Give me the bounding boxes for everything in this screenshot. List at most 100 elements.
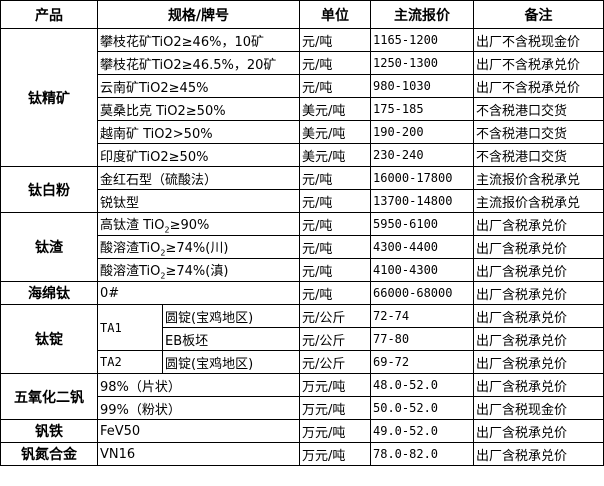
table-row: 攀枝花矿TiO2≥46.5%，20矿 元/吨 1250-1300 出厂不含税承兑价 <box>1 51 604 75</box>
header-price: 主流报价 <box>370 0 474 29</box>
spec-cell: VN16 <box>97 442 300 466</box>
unit-cell: 元/吨 <box>299 235 371 259</box>
table-row: 钛渣 高钛渣 TiO2≥90% 元/吨 5950-6100 出厂含税承兑价 <box>0 212 604 282</box>
unit-cell: 元/吨 <box>299 166 371 190</box>
header-product: 产品 <box>0 0 98 29</box>
table-row: 云南矿TiO2≥45% 元/吨 980-1030 出厂不含税承兑价 <box>1 74 604 98</box>
spec-cell: 酸溶渣TiO2≥74%(川) <box>97 235 300 259</box>
spec-cell: 0# <box>97 281 300 305</box>
spec-subscript: 2 <box>160 271 166 281</box>
note-cell: 出厂含税承兑价 <box>473 442 604 466</box>
spec-cell: 莫桑比克 TiO2≥50% <box>97 97 300 121</box>
header-unit: 单位 <box>299 0 371 29</box>
unit-cell: 万元/吨 <box>299 442 371 466</box>
spec-cell: 印度矿TiO2≥50% <box>97 143 300 167</box>
price-cell: 175-185 <box>370 97 474 121</box>
note-cell: 出厂含税承兑价 <box>473 327 604 351</box>
product-cell: 钛渣 <box>0 212 98 282</box>
table-row: 锐钛型 元/吨 13700-14800 主流报价含税承兑 <box>1 189 604 213</box>
table-row: 酸溶渣TiO2≥74%(川) 元/吨 4300-4400 出厂含税承兑价 <box>1 235 604 259</box>
spec-cell: 云南矿TiO2≥45% <box>97 74 300 98</box>
unit-cell: 万元/吨 <box>299 419 371 443</box>
unit-cell: 元/吨 <box>299 51 371 75</box>
note-cell: 主流报价含税承兑 <box>473 189 604 213</box>
table-row: EB板坯 元/公斤 77-80 出厂含税承兑价 <box>1 327 604 351</box>
unit-cell: 元/吨 <box>299 212 371 236</box>
spec-cell: 金红石型（硫酸法） <box>97 166 300 190</box>
table-row: 酸溶渣TiO2≥74%(滇) 元/吨 4100-4300 出厂含税承兑价 <box>1 258 604 282</box>
spec-cell: 锐钛型 <box>97 189 300 213</box>
price-cell: 49.0-52.0 <box>370 419 474 443</box>
note-cell: 不含税港口交货 <box>473 120 604 144</box>
unit-cell: 元/吨 <box>299 74 371 98</box>
price-cell: 50.0-52.0 <box>370 396 474 420</box>
price-cell: 4300-4400 <box>370 235 474 259</box>
product-cell: 海绵钛 <box>0 281 98 305</box>
unit-cell: 万元/吨 <box>299 396 371 420</box>
product-cell: 钒铁 <box>0 419 98 443</box>
price-cell: 66000-68000 <box>370 281 474 305</box>
product-cell: 五氧化二钒 <box>0 373 98 420</box>
note-cell: 出厂含税承兑价 <box>473 212 604 236</box>
note-cell: 不含税港口交货 <box>473 143 604 167</box>
price-cell: 230-240 <box>370 143 474 167</box>
product-cell: 钒氮合金 <box>0 442 98 466</box>
price-cell: 69-72 <box>370 350 474 374</box>
table-row: 钒铁 FeV50 万元/吨 49.0-52.0 出厂含税承兑价 <box>0 419 604 443</box>
spec-cell: 酸溶渣TiO2≥74%(滇) <box>97 258 300 282</box>
price-cell: 16000-17800 <box>370 166 474 190</box>
price-cell: 1250-1300 <box>370 51 474 75</box>
price-cell: 5950-6100 <box>370 212 474 236</box>
product-cell: 钛精矿 <box>0 28 98 167</box>
note-cell: 出厂不含税现金价 <box>473 28 604 52</box>
spec-cell: 圆锭(宝鸡地区) <box>162 304 300 328</box>
note-cell: 出厂含税承兑价 <box>473 350 604 374</box>
note-cell: 出厂不含税承兑价 <box>473 74 604 98</box>
spec-cell: 高钛渣 TiO2≥90% <box>97 212 300 236</box>
table-row: 钛白粉 金红石型（硫酸法） 元/吨 16000-17800 主流报价含税承兑 <box>0 166 604 213</box>
spec-prefix: 高钛渣 TiO <box>100 217 165 233</box>
spec-cell: 圆锭(宝鸡地区) <box>162 350 300 374</box>
product-cell: 钛白粉 <box>0 166 98 213</box>
spec-subscript: 2 <box>160 248 166 258</box>
table-row: 莫桑比克 TiO2≥50% 美元/吨 175-185 不含税港口交货 <box>1 97 604 121</box>
table-row: 钛锭 TA1 圆锭(宝鸡地区) 元/公斤 72-74 出厂含税承兑价 <box>0 304 604 374</box>
spec-cell: 攀枝花矿TiO2≥46.5%，20矿 <box>97 51 300 75</box>
note-cell: 出厂含税承兑价 <box>473 373 604 397</box>
spec-prefix: 酸溶渣TiO <box>100 263 161 279</box>
unit-cell: 元/吨 <box>299 258 371 282</box>
price-cell: 72-74 <box>370 304 474 328</box>
price-cell: 77-80 <box>370 327 474 351</box>
note-cell: 出厂含税承兑价 <box>473 304 604 328</box>
table-row: 越南矿 TiO2>50% 美元/吨 190-200 不含税港口交货 <box>1 120 604 144</box>
note-cell: 出厂含税承兑价 <box>473 258 604 282</box>
unit-cell: 元/公斤 <box>299 327 371 351</box>
note-cell: 不含税港口交货 <box>473 97 604 121</box>
price-cell: 48.0-52.0 <box>370 373 474 397</box>
table-row: 钛精矿 攀枝花矿TiO2≥46%，10矿 元/吨 1165-1200 出厂不含税现金价 <box>0 28 604 167</box>
unit-cell: 元/公斤 <box>299 350 371 374</box>
note-cell: 出厂含税承兑价 <box>473 419 604 443</box>
unit-cell: 万元/吨 <box>299 373 371 397</box>
product-cell: 钛锭 <box>0 304 98 374</box>
note-cell: 出厂含税承兑价 <box>473 235 604 259</box>
spec-cell: 99%（粉状） <box>97 396 300 420</box>
grade-cell: TA2 <box>97 350 163 374</box>
price-cell: 190-200 <box>370 120 474 144</box>
header-note: 备注 <box>473 0 604 29</box>
price-cell: 1165-1200 <box>370 28 474 52</box>
table-row: 海绵钛 0# 元/吨 66000-68000 出厂含税承兑价 <box>0 281 604 305</box>
spec-cell: EB板坯 <box>162 327 300 351</box>
unit-cell: 元/吨 <box>299 28 371 52</box>
table-row: 五氧化二钒 98%（片状） 万元/吨 48.0-52.0 出厂含税承兑价 <box>0 373 604 420</box>
spec-suffix: ≥90% <box>169 217 210 233</box>
price-cell: 980-1030 <box>370 74 474 98</box>
note-cell: 出厂含税承兑价 <box>473 281 604 305</box>
spec-suffix: ≥74%(川) <box>165 240 229 256</box>
spec-cell: 越南矿 TiO2>50% <box>97 120 300 144</box>
unit-cell: 美元/吨 <box>299 97 371 121</box>
spec-cell: 98%（片状） <box>97 373 300 397</box>
grade-cell: TA1 <box>97 304 163 351</box>
spec-prefix: 酸溶渣TiO <box>100 240 161 256</box>
unit-cell: 美元/吨 <box>299 143 371 167</box>
